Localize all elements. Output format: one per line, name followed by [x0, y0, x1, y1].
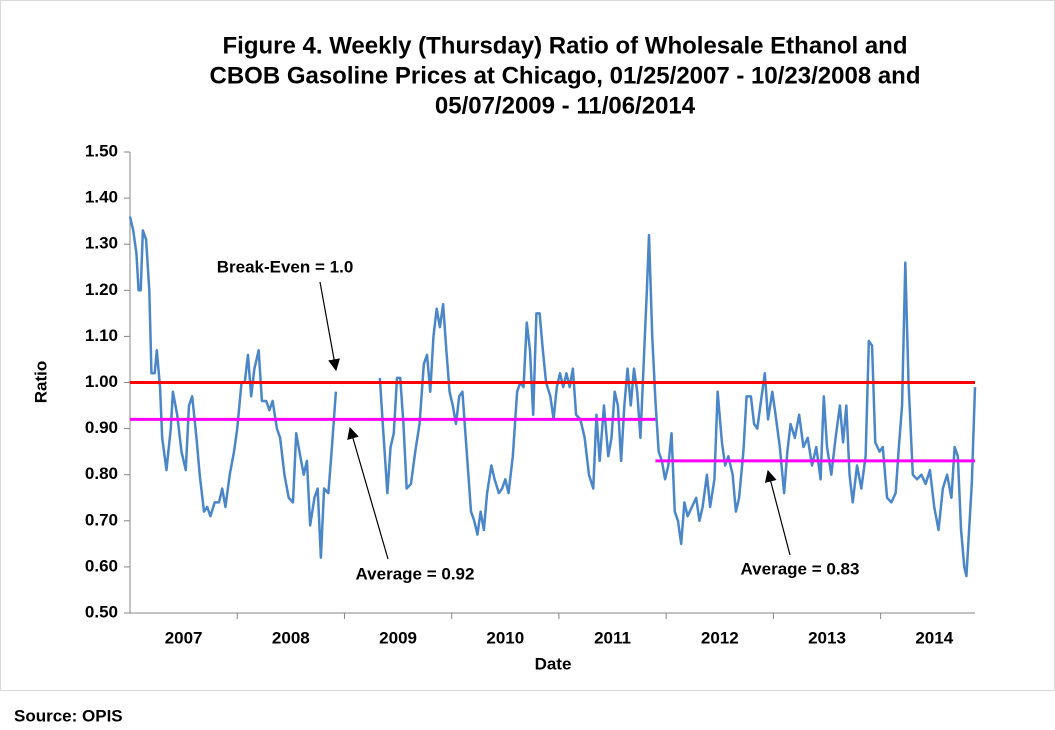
- x-tick-label: 2012: [701, 628, 739, 647]
- y-tick-label: 1.30: [85, 234, 118, 253]
- chart-title: CBOB Gasoline Prices at Chicago, 01/25/2…: [209, 62, 920, 89]
- x-tick-label: 2010: [486, 628, 524, 647]
- annotation-arrow: [319, 281, 340, 372]
- annotation-arrow: [764, 469, 791, 556]
- annotation: Average = 0.83: [741, 559, 860, 578]
- x-tick-label: 2014: [915, 628, 953, 647]
- y-tick-label: 0.60: [85, 556, 118, 575]
- y-tick-label: 1.20: [85, 280, 118, 299]
- chart-title: Figure 4. Weekly (Thursday) Ratio of Who…: [223, 32, 908, 59]
- x-tick-label: 2007: [165, 628, 203, 647]
- y-tick-label: 0.50: [85, 602, 118, 621]
- y-tick-label: 1.40: [85, 188, 118, 207]
- y-axis-title: Ratio: [31, 361, 50, 404]
- x-tick-label: 2008: [272, 628, 310, 647]
- annotation: Average = 0.92: [356, 564, 475, 583]
- y-tick-label: 1.50: [85, 141, 118, 160]
- data-line: [128, 216, 977, 578]
- y-tick-label: 0.90: [85, 418, 118, 437]
- annotation: Break-Even = 1.0: [217, 257, 354, 276]
- source-note: Source: OPIS: [14, 706, 123, 725]
- x-axis-title: Date: [535, 654, 572, 673]
- x-tick-label: 2013: [808, 628, 846, 647]
- chart-title: 05/07/2009 - 11/06/2014: [435, 92, 696, 119]
- y-tick-label: 0.70: [85, 510, 118, 529]
- y-tick-label: 1.10: [85, 326, 118, 345]
- x-tick-label: 2011: [594, 628, 631, 647]
- x-tick-label: 2009: [379, 628, 417, 647]
- y-tick-label: 1.00: [85, 372, 118, 391]
- y-tick-label: 0.80: [85, 464, 118, 483]
- annotation-arrow: [347, 426, 389, 560]
